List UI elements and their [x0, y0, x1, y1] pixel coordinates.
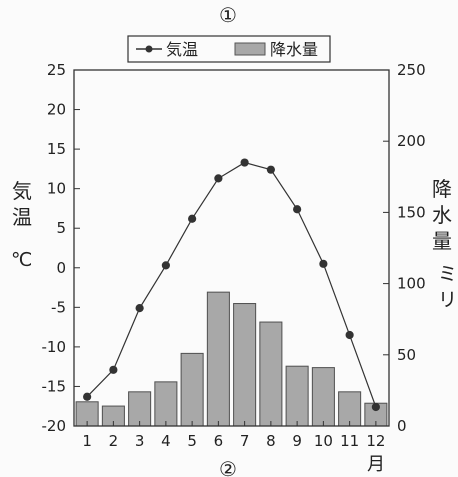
legend: 気温 降水量 — [127, 35, 331, 63]
right-tick-label: 0 — [397, 417, 407, 435]
legend-temperature-label: 気温 — [166, 40, 198, 59]
left-tick-label: 20 — [47, 101, 66, 119]
precipitation-bar — [180, 352, 204, 427]
temperature-point — [109, 365, 118, 374]
right-tick-label: 100 — [397, 275, 426, 293]
temperature-point — [83, 392, 92, 401]
x-tick-label: 5 — [187, 432, 197, 450]
left-axis-ticks: -20 -15 -10 -5 0 5 10 15 20 25 — [42, 61, 80, 435]
plot-frame — [73, 69, 390, 427]
x-tick-label: 10 — [314, 432, 333, 450]
left-tick-label: 5 — [56, 219, 66, 237]
x-axis-ticks: 1 2 3 4 5 6 7 8 9 10 11 12 — [82, 421, 385, 450]
right-axis-label: 降 水 量 — [432, 177, 458, 253]
precipitation-bar — [285, 365, 309, 427]
x-tick-label: 2 — [109, 432, 119, 450]
left-tick-label: 15 — [47, 140, 66, 158]
precipitation-bar — [259, 321, 283, 427]
x-tick-label: 8 — [266, 432, 276, 450]
x-tick-label: 3 — [135, 432, 145, 450]
x-tick-label: 6 — [214, 432, 224, 450]
temperature-point — [161, 261, 170, 270]
x-tick-label: 9 — [292, 432, 302, 450]
temperature-points — [83, 158, 380, 412]
x-tick-label: 7 — [240, 432, 250, 450]
right-axis-ticks: 0 50 100 150 200 250 — [383, 61, 426, 435]
precipitation-bar — [338, 391, 362, 427]
temperature-point — [371, 402, 380, 412]
temperature-point — [293, 205, 302, 214]
left-tick-label: 10 — [47, 180, 66, 198]
temperature-point — [188, 214, 197, 223]
left-axis-label: 気 温 — [12, 179, 38, 229]
temperature-point — [345, 330, 354, 340]
x-tick-label: 4 — [161, 432, 171, 450]
left-tick-label: 25 — [47, 61, 66, 79]
precipitation-bar — [206, 291, 230, 427]
precipitation-bar — [233, 303, 257, 427]
x-tick-label: 11 — [340, 432, 359, 450]
x-tick-label: 12 — [366, 432, 385, 450]
legend-bar-sample — [234, 42, 266, 56]
temperature-point — [240, 158, 249, 167]
temperature-point — [214, 174, 223, 183]
left-tick-label: -20 — [42, 417, 67, 435]
legend-marker-sample — [145, 45, 153, 53]
precipitation-bar — [311, 367, 335, 427]
precipitation-bar — [128, 391, 152, 427]
left-tick-label: -10 — [42, 338, 67, 356]
right-tick-label: 200 — [397, 132, 426, 150]
left-tick-label: -5 — [51, 298, 66, 316]
figure-number-bottom: ② — [219, 457, 237, 477]
right-tick-label: 50 — [397, 346, 416, 364]
temperature-point — [135, 304, 144, 313]
temperature-line — [86, 161, 377, 408]
figure-number-top: ① — [219, 3, 237, 27]
precipitation-bars — [75, 291, 388, 427]
temperature-point — [266, 165, 275, 174]
left-tick-label: 0 — [56, 259, 66, 277]
right-tick-label: 250 — [397, 61, 426, 79]
right-axis-unit: ミ リ — [438, 263, 458, 311]
legend-precipitation-label: 降水量 — [270, 40, 318, 59]
left-tick-label: -15 — [42, 377, 67, 395]
precipitation-bar — [154, 381, 178, 427]
left-axis-unit: ℃ — [11, 249, 32, 271]
temperature-point — [319, 259, 328, 268]
right-tick-label: 150 — [397, 203, 426, 221]
x-axis-unit: 月 — [367, 454, 385, 475]
x-tick-label: 1 — [82, 432, 92, 450]
